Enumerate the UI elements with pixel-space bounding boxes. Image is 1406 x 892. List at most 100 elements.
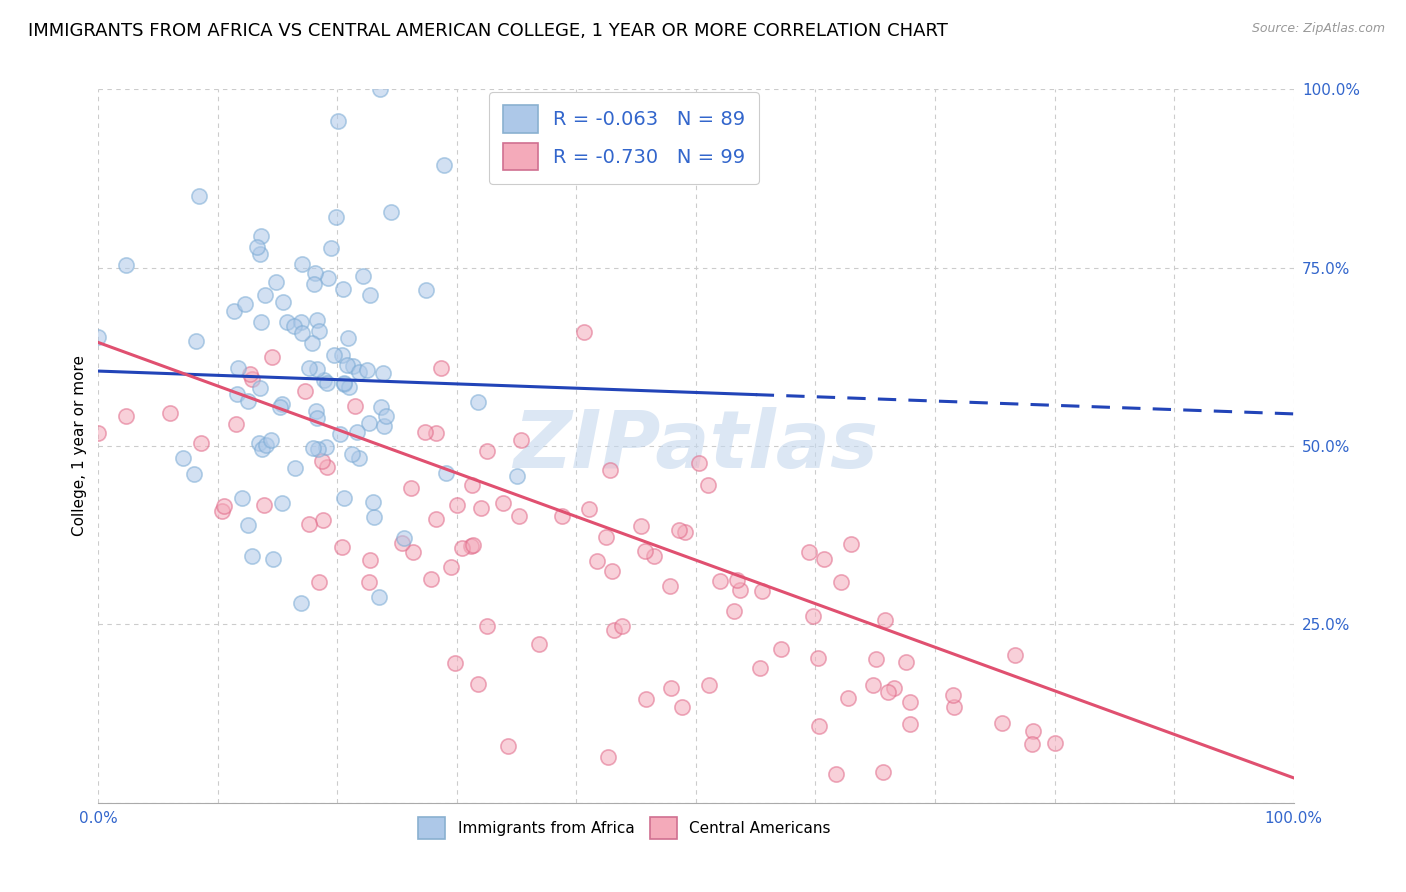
Point [190, 436, 212, 450]
Point [425, 426, 447, 441]
Point [527, 637, 550, 651]
Point [443, 657, 465, 671]
Point [668, 523, 690, 537]
Point [159, 406, 181, 420]
Point [352, 269, 374, 284]
Point [585, 554, 607, 568]
Point [304, 266, 326, 280]
Point [475, 444, 498, 458]
Point [222, 303, 245, 318]
Point [316, 376, 339, 390]
Point [728, 582, 751, 597]
Text: ZIPatlas: ZIPatlas [513, 407, 879, 485]
Point [1022, 723, 1045, 738]
Point [298, 360, 321, 375]
Point [356, 363, 378, 377]
Point [749, 660, 772, 674]
Point [374, 409, 396, 423]
Point [254, 287, 277, 301]
Point [876, 685, 898, 699]
Point [470, 500, 492, 515]
Point [643, 549, 665, 563]
Point [276, 315, 298, 329]
Point [830, 574, 852, 589]
Point [322, 348, 344, 362]
Point [807, 650, 830, 665]
Point [600, 564, 623, 578]
Point [298, 516, 321, 531]
Point [723, 604, 745, 618]
Point [363, 510, 385, 524]
Point [114, 258, 136, 272]
Point [461, 538, 484, 552]
Point [340, 447, 363, 461]
Point [595, 530, 617, 544]
Point [226, 360, 249, 375]
Point [671, 700, 693, 714]
Point [333, 491, 356, 506]
Point [329, 426, 352, 441]
Point [347, 451, 370, 466]
Point [336, 358, 359, 372]
Point [634, 544, 657, 558]
Point [367, 591, 389, 605]
Point [114, 409, 136, 423]
Y-axis label: College, 1 year or more: College, 1 year or more [72, 356, 87, 536]
Point [301, 441, 323, 455]
Point [301, 335, 323, 350]
Point [344, 399, 367, 413]
Point [240, 371, 263, 385]
Point [709, 574, 731, 589]
Point [290, 596, 312, 610]
Point [359, 288, 381, 302]
Point [342, 359, 364, 373]
Point [873, 613, 896, 627]
Point [332, 282, 354, 296]
Point [467, 395, 489, 409]
Point [1021, 737, 1043, 751]
Point [284, 461, 307, 475]
Point [603, 624, 626, 638]
Point [898, 694, 921, 708]
Point [172, 451, 194, 466]
Point [551, 509, 574, 524]
Point [291, 257, 314, 271]
Point [508, 508, 530, 523]
Point [271, 294, 294, 309]
Point [308, 574, 330, 589]
Point [315, 440, 337, 454]
Point [231, 491, 253, 506]
Point [333, 376, 356, 391]
Point [659, 579, 682, 593]
Point [808, 719, 831, 733]
Text: IMMIGRANTS FROM AFRICA VS CENTRAL AMERICAN COLLEGE, 1 YEAR OR MORE CORRELATION C: IMMIGRANTS FROM AFRICA VS CENTRAL AMERIC… [28, 22, 948, 40]
Point [260, 434, 283, 448]
Point [425, 512, 447, 526]
Text: Source: ZipAtlas.com: Source: ZipAtlas.com [1251, 22, 1385, 36]
Point [242, 549, 264, 563]
Point [316, 459, 339, 474]
Point [898, 717, 921, 731]
Point [841, 537, 863, 551]
Point [770, 642, 793, 657]
Point [434, 467, 457, 481]
Point [1004, 648, 1026, 662]
Point [319, 241, 342, 255]
Point [492, 496, 515, 510]
Point [451, 541, 474, 556]
Point [359, 416, 381, 430]
Point [307, 313, 329, 327]
Point [270, 495, 292, 509]
Point [253, 498, 276, 512]
Point [238, 394, 260, 409]
Point [337, 380, 360, 394]
Point [249, 247, 271, 261]
Point [254, 437, 277, 451]
Point [420, 572, 443, 586]
Point [399, 481, 422, 495]
Point [359, 553, 381, 567]
Point [87, 330, 110, 344]
Point [312, 513, 335, 527]
Point [430, 360, 453, 375]
Point [283, 318, 305, 333]
